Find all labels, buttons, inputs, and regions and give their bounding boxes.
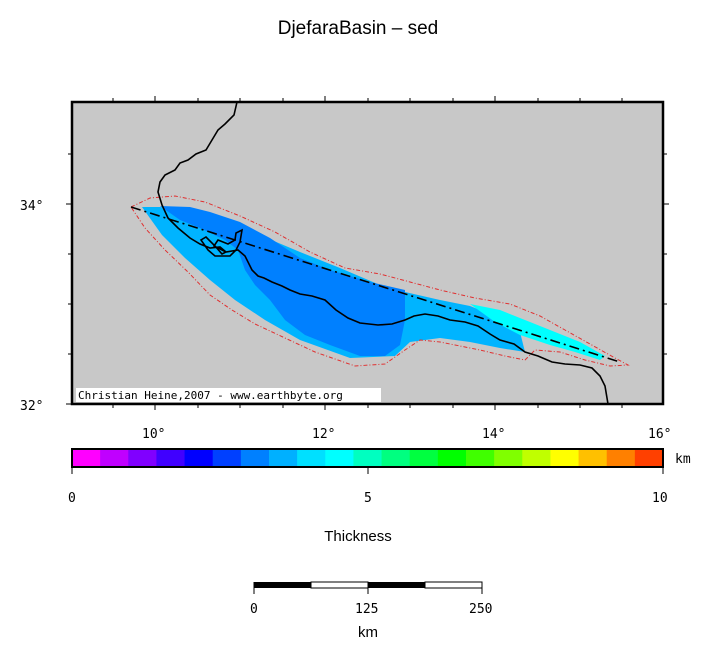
frame-ticks xyxy=(66,96,669,410)
colorbar-cell xyxy=(184,449,214,467)
credit-text: Christian Heine,2007 - www.earthbyte.org xyxy=(78,389,343,402)
scale-label-125: 125 xyxy=(355,602,378,617)
colorbar-cell xyxy=(325,449,354,467)
colorbar-cell xyxy=(269,449,298,467)
colorbar-cell xyxy=(606,449,636,467)
lat-label-32: 32° xyxy=(20,399,43,414)
lon-label-14: 14° xyxy=(482,427,505,442)
scale-label-250: 250 xyxy=(469,602,492,617)
colorbar-cell xyxy=(128,449,157,467)
colorbar-cell xyxy=(353,449,383,467)
scale-label-0: 0 xyxy=(250,602,258,617)
profile-line xyxy=(130,206,621,363)
colorbar-cell xyxy=(550,449,580,467)
colorbar-cell xyxy=(240,449,270,467)
lon-label-12: 12° xyxy=(312,427,335,442)
colorbar-title: Thickness xyxy=(324,528,392,545)
map-title: DjefaraBasin – sed xyxy=(277,18,439,39)
colorbar-label-10: 10 xyxy=(652,491,668,506)
lon-label-16: 16° xyxy=(648,427,671,442)
colorbar-cell xyxy=(72,449,101,467)
colorbar xyxy=(72,449,664,467)
scale-bar xyxy=(253,581,483,594)
colorbar-cell xyxy=(156,449,186,467)
lat-label-34: 34° xyxy=(20,199,43,214)
coastline xyxy=(157,101,609,405)
colorbar-cell xyxy=(409,449,439,467)
colorbar-cell xyxy=(522,449,551,467)
map-background xyxy=(72,102,663,404)
colorbar-cell xyxy=(212,449,242,467)
colorbar-cell xyxy=(297,449,326,467)
colorbar-label-0: 0 xyxy=(68,491,76,506)
colorbar-cell xyxy=(466,449,495,467)
colorbar-cell xyxy=(494,449,523,467)
lon-label-10: 10° xyxy=(142,427,165,442)
colorbar-cell xyxy=(634,449,664,467)
colorbar-cell xyxy=(100,449,129,467)
colorbar-label-5: 5 xyxy=(364,491,372,506)
credit-background xyxy=(76,388,381,402)
basin-fill-core xyxy=(160,206,405,356)
scale-unit: km xyxy=(358,624,378,641)
colorbar-cell xyxy=(437,449,467,467)
colorbar-unit: km xyxy=(675,452,691,467)
colorbar-cell xyxy=(578,449,608,467)
colorbar-cell xyxy=(381,449,411,467)
